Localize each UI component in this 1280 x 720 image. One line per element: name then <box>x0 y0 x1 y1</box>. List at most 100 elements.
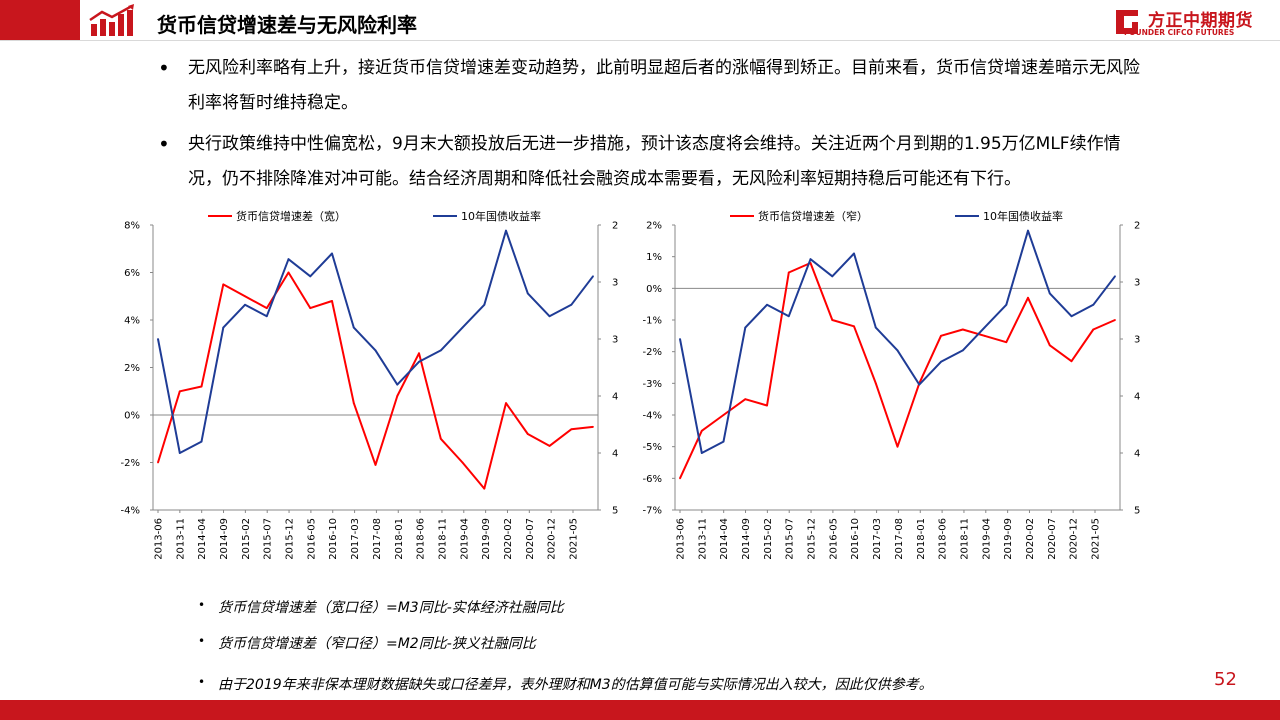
x-tick-label: 2017-03 <box>872 518 883 560</box>
note-wide-definition: 货币信贷增速差（宽口径）=M3同比-实体经济社融同比 <box>218 600 564 616</box>
x-tick-label: 2021-05 <box>1091 518 1102 560</box>
x-tick-label: 2015-12 <box>285 518 296 560</box>
data-point <box>352 326 355 329</box>
x-tick-label: 2017-08 <box>372 518 383 560</box>
data-point <box>896 445 899 448</box>
data-point <box>265 307 268 310</box>
data-point <box>766 404 768 407</box>
data-point <box>940 334 942 337</box>
x-tick-label: 2016-10 <box>328 518 339 560</box>
data-point <box>874 326 877 329</box>
data-point <box>722 414 725 416</box>
data-point <box>983 334 986 337</box>
data-point <box>396 383 399 386</box>
x-tick-label: 2018-01 <box>394 518 405 560</box>
data-point <box>526 292 529 295</box>
x-tick-label: 2016-05 <box>306 518 317 560</box>
note-bullet: • <box>198 675 206 689</box>
x-tick-label: 2015-02 <box>763 518 774 560</box>
y-tick-label-left: 0% <box>646 284 662 295</box>
x-tick-label: 2018-11 <box>437 518 448 560</box>
data-point <box>222 283 225 286</box>
data-point <box>831 275 834 278</box>
note-bullet: • <box>198 598 206 612</box>
data-point <box>505 402 507 405</box>
data-point <box>1048 344 1051 347</box>
data-point <box>287 258 290 261</box>
growth-chart-logo-icon <box>89 4 134 36</box>
data-point <box>874 382 877 385</box>
x-tick-label: 2015-02 <box>241 518 252 560</box>
data-point <box>592 275 594 278</box>
page-number: 52 <box>1214 669 1237 690</box>
y-tick-label-left: 2% <box>124 363 140 374</box>
y-tick-label-right: 4.5% <box>1134 449 1140 460</box>
data-point <box>679 338 681 340</box>
x-tick-label: 2014-04 <box>719 518 730 560</box>
y-tick-label-right: 3.5% <box>1134 335 1140 346</box>
x-tick-label: 2017-08 <box>894 518 905 560</box>
y-tick-label-left: -1% <box>643 316 662 327</box>
legend-label: 10年国债收益率 <box>461 209 541 223</box>
data-point <box>570 428 573 431</box>
note-narrow-definition: 货币信贷增速差（窄口径）=M2同比-狭义社融同比 <box>218 636 536 652</box>
footer-accent-bar <box>0 700 1280 720</box>
data-point <box>1027 296 1029 299</box>
y-tick-label-right: 4.0% <box>612 392 618 403</box>
note-bullet: • <box>198 634 206 648</box>
data-point <box>961 349 964 352</box>
data-point <box>157 338 159 340</box>
data-point <box>461 326 464 329</box>
data-point <box>244 295 246 298</box>
y-tick-label-left: 4% <box>124 316 140 327</box>
data-point <box>918 383 921 386</box>
x-tick-label: 2020-12 <box>1069 518 1080 560</box>
y-tick-label-left: 2% <box>646 221 662 232</box>
data-point <box>1092 303 1095 306</box>
data-point <box>352 402 355 405</box>
x-tick-label: 2016-05 <box>828 518 839 560</box>
data-point <box>1005 303 1008 306</box>
y-tick-label-left: -7% <box>643 506 662 517</box>
x-tick-label: 2021-05 <box>569 518 580 560</box>
data-point <box>331 300 333 302</box>
series-line-treasury-yield <box>157 229 594 454</box>
data-point <box>744 326 747 329</box>
x-tick-label: 2019-04 <box>981 518 992 560</box>
chart-wide-money-credit-gap: 8% 6% 4% 2% 0% -2% -4% 2.5% 3.0% 3.5% 4.0% 4.5% 5.0%… <box>121 209 618 560</box>
chart-narrow-money-credit-gap: 2% 1% 0% -1% -2% -3% -4% -5% -6% -7% 2.5% 3.0% 3.5% 4… <box>643 209 1140 560</box>
data-point <box>548 444 551 447</box>
legend-label: 货币信贷增速差（宽） <box>236 209 346 223</box>
x-tick-label: 2014-04 <box>197 518 208 560</box>
data-point <box>722 440 725 443</box>
data-point <box>983 326 986 329</box>
data-point <box>461 461 464 464</box>
y-tick-label-left: -2% <box>121 458 140 469</box>
x-tick-label: 2014-09 <box>741 518 752 560</box>
data-point <box>244 303 246 306</box>
series-line-treasury-yield <box>679 229 1116 454</box>
y-tick-label-right: 4.0% <box>1134 392 1140 403</box>
data-point <box>744 398 747 401</box>
data-point <box>548 315 551 318</box>
x-tick-label: 2020-02 <box>1025 518 1036 560</box>
data-point <box>787 271 790 274</box>
series-line-money-credit-gap <box>157 271 594 490</box>
x-tick-label: 2020-12 <box>547 518 558 560</box>
data-point <box>331 252 333 255</box>
data-point <box>896 349 899 352</box>
data-point <box>1114 275 1116 278</box>
bullet-text-2: 央行政策维持中性偏宽松，9月末大额投放后无进一步措施，预计该态度将会维持。关注近… <box>188 134 1121 189</box>
legend-label: 货币信贷增速差（窄） <box>758 209 868 223</box>
x-tick-label: 2019-09 <box>481 518 492 560</box>
x-tick-label: 2013-11 <box>175 518 186 560</box>
x-tick-label: 2018-06 <box>938 518 949 560</box>
y-tick-label-right: 5.0% <box>612 506 618 517</box>
data-point <box>700 452 703 454</box>
data-point <box>787 315 790 318</box>
data-point <box>679 477 681 480</box>
bullet-text-1: 无风险利率略有上升，接近货币信贷增速差变动趋势，此前明显超后者的涨幅得到矫正。目… <box>188 58 1140 113</box>
data-point <box>1070 360 1073 363</box>
x-tick-label: 2018-06 <box>416 518 427 560</box>
x-tick-label: 2020-07 <box>1047 518 1058 560</box>
